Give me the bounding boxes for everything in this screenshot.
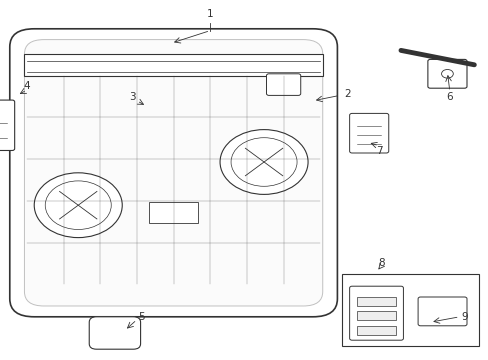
FancyBboxPatch shape bbox=[24, 40, 322, 306]
FancyBboxPatch shape bbox=[10, 29, 337, 317]
Text: 5: 5 bbox=[138, 312, 145, 322]
Circle shape bbox=[34, 173, 122, 238]
Text: 7: 7 bbox=[375, 146, 382, 156]
Bar bbox=[356, 326, 395, 335]
FancyBboxPatch shape bbox=[0, 100, 15, 150]
Bar bbox=[356, 297, 395, 306]
Text: 1: 1 bbox=[206, 9, 213, 19]
Circle shape bbox=[220, 130, 307, 194]
Bar bbox=[149, 202, 198, 223]
Text: 6: 6 bbox=[446, 92, 452, 102]
Bar bbox=[342, 274, 478, 346]
Circle shape bbox=[45, 181, 111, 230]
FancyBboxPatch shape bbox=[417, 297, 466, 326]
Circle shape bbox=[231, 138, 297, 186]
Circle shape bbox=[441, 69, 452, 78]
Text: 3: 3 bbox=[128, 92, 135, 102]
Text: 9: 9 bbox=[460, 312, 467, 322]
FancyBboxPatch shape bbox=[349, 286, 403, 340]
FancyBboxPatch shape bbox=[349, 113, 388, 153]
Text: 4: 4 bbox=[23, 81, 30, 91]
Text: 2: 2 bbox=[343, 89, 350, 99]
Text: 8: 8 bbox=[377, 258, 384, 268]
FancyBboxPatch shape bbox=[89, 317, 141, 349]
FancyBboxPatch shape bbox=[427, 59, 466, 88]
Bar bbox=[356, 311, 395, 320]
Bar bbox=[24, 54, 322, 76]
FancyBboxPatch shape bbox=[266, 74, 300, 95]
